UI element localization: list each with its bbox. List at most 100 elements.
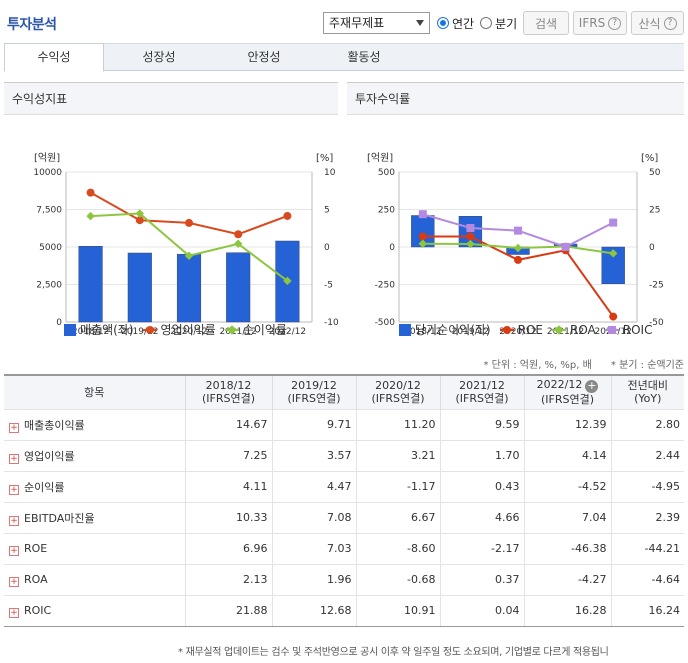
legend-swatch xyxy=(224,326,239,334)
row-label-cell[interactable]: + ROA xyxy=(4,563,185,595)
expand-row-icon[interactable]: + xyxy=(9,422,19,433)
row-label-cell[interactable]: + EBITDA마진율 xyxy=(4,501,185,533)
bar xyxy=(226,252,251,323)
ifrs-button[interactable]: IFRS ? xyxy=(573,11,627,35)
table-cell: 0.43 xyxy=(439,470,524,502)
data-point xyxy=(185,218,193,227)
row-label-cell[interactable]: + 순이익률 xyxy=(4,470,185,502)
legend-item[interactable]: 영업이익률 xyxy=(142,321,216,338)
row-label: ROA xyxy=(24,572,48,586)
column-header-sublabel: (IFRS연결) xyxy=(371,392,425,406)
tab-label: 수익성 xyxy=(37,50,71,64)
search-button[interactable]: 검색 xyxy=(523,11,569,35)
radio-annual-dot[interactable] xyxy=(437,17,449,29)
y2-tick-label: -25 xyxy=(649,281,664,291)
y-tick-label: -250 xyxy=(375,281,396,291)
legend-item[interactable]: 당기순이익(좌) xyxy=(399,321,491,338)
column-header: 2018/12 (IFRS연결) xyxy=(184,374,272,409)
radio-quarter-dot[interactable] xyxy=(480,17,493,29)
table-cell: -0.68 xyxy=(355,563,440,595)
column-header-sublabel: (IFRS연결) xyxy=(455,392,509,406)
legend-item[interactable]: ROA xyxy=(551,322,596,337)
tab-stability[interactable]: 안정성 xyxy=(214,44,314,72)
radio-annual[interactable]: 연간 xyxy=(437,15,474,32)
table-cell: 0.04 xyxy=(439,594,524,627)
legend-label: 당기순이익(좌) xyxy=(415,323,491,337)
data-point xyxy=(233,239,243,249)
tab-profitability[interactable]: 수익성 xyxy=(4,43,104,72)
table-cell: 14.67 xyxy=(184,408,272,440)
y2-tick-label: 50 xyxy=(649,168,661,178)
legend-item[interactable]: ROIC xyxy=(604,322,653,337)
table-body: + 매출총이익률 14.67 9.71 11.20 9.59 12.39 2.80 + 영업이익률… xyxy=(4,408,684,627)
help-icon: ? xyxy=(608,16,622,30)
data-point xyxy=(283,211,292,220)
data-point xyxy=(135,209,145,218)
table-cell: 16.28 xyxy=(523,594,611,627)
legend-label: 매출액(좌) xyxy=(80,323,134,337)
table-cell: 3.21 xyxy=(355,439,440,471)
legend-label: ROA xyxy=(569,322,596,337)
table-cell: -44.21 xyxy=(610,532,684,564)
expand-row-icon[interactable]: + xyxy=(9,545,19,556)
column-header-label: 2019/12 xyxy=(291,379,337,393)
y2-tick-label: -10 xyxy=(324,318,338,328)
column-header-label: 2022/12 + xyxy=(536,378,599,394)
help-icon: ? xyxy=(663,16,677,30)
expand-row-icon[interactable]: + xyxy=(9,576,19,587)
row-label: ROIC xyxy=(24,603,52,617)
y2-tick-label: -50 xyxy=(649,318,664,328)
table-cell: -8.60 xyxy=(355,532,440,564)
row-label: 영업이익률 xyxy=(24,449,75,463)
tab-label: 성장성 xyxy=(142,50,176,64)
legend-swatch xyxy=(64,323,76,336)
table-row: + ROE 6.96 7.03 -8.60 -2.17 -46.38 -44.21 xyxy=(4,532,684,564)
tab-growth[interactable]: 성장성 xyxy=(109,44,209,72)
x-tick-label: 2022/12 xyxy=(269,327,306,337)
chart-legend: 당기순이익(좌) ROE ROA ROIC xyxy=(399,321,661,338)
y-axis-unit-label: [억원] xyxy=(34,152,60,164)
x-tick-label: 2018/12 xyxy=(72,327,109,337)
legend-item[interactable]: 순이익률 xyxy=(224,321,287,338)
table-cell: 10.33 xyxy=(184,501,272,533)
y-tick-label: 0 xyxy=(56,318,62,328)
column-header-sublabel: (IFRS연결) xyxy=(540,393,595,407)
formula-button[interactable]: 산식 ? xyxy=(631,11,684,35)
expand-icon[interactable]: + xyxy=(585,379,599,394)
expand-row-icon[interactable]: + xyxy=(9,484,19,495)
column-header-sublabel: (YoY) xyxy=(634,392,662,406)
row-label: EBITDA마진율 xyxy=(24,511,95,525)
column-header: 2022/12 + (IFRS연결) xyxy=(523,374,611,409)
data-point xyxy=(418,239,428,249)
column-header-sublabel: (IFRS연결) xyxy=(287,392,341,406)
expand-row-icon[interactable]: + xyxy=(9,515,19,526)
tab-label: 활동성 xyxy=(347,50,381,64)
ifrs-button-label: IFRS xyxy=(578,16,606,30)
table-cell: 4.66 xyxy=(439,501,524,533)
table-cell: 6.67 xyxy=(355,501,440,533)
statement-select[interactable]: 주재무제표 xyxy=(323,12,430,34)
row-label-cell[interactable]: + 매출총이익률 xyxy=(4,408,185,440)
legend-label: ROIC xyxy=(622,322,653,337)
data-point xyxy=(418,210,427,219)
legend-swatch xyxy=(551,326,566,334)
table-cell: 0.37 xyxy=(439,563,524,595)
table-cell: -4.64 xyxy=(610,563,684,595)
row-label-cell[interactable]: + ROE xyxy=(4,532,185,564)
data-point xyxy=(86,188,95,197)
radio-quarter[interactable]: 분기 xyxy=(480,15,517,32)
column-header: 항목 xyxy=(4,374,185,409)
legend-item[interactable]: ROE xyxy=(499,323,543,337)
data-point xyxy=(609,312,618,321)
legend-item[interactable]: 매출액(좌) xyxy=(64,321,134,338)
table-cell: 7.08 xyxy=(271,501,356,533)
row-label-cell[interactable]: + ROIC xyxy=(4,594,185,627)
row-label-cell[interactable]: + 영업이익률 xyxy=(4,439,185,471)
expand-row-icon[interactable]: + xyxy=(9,453,19,464)
data-point xyxy=(609,218,618,227)
table-cell: 4.14 xyxy=(523,439,611,471)
expand-row-icon[interactable]: + xyxy=(9,607,19,618)
column-header: 2020/12 (IFRS연결) xyxy=(355,374,440,409)
tab-activity[interactable]: 활동성 xyxy=(314,44,414,72)
return-chart-panel: 투자수익률 [억원] [%] 500 50 250 25 0 0 -250 -25 -500 -50 2… xyxy=(347,82,684,342)
